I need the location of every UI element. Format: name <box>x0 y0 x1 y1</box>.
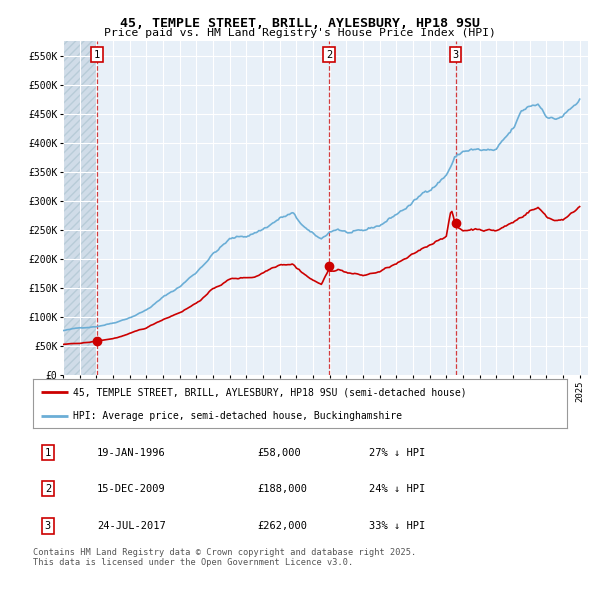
Text: £58,000: £58,000 <box>257 448 301 457</box>
Text: 3: 3 <box>452 50 459 60</box>
Text: 3: 3 <box>45 520 51 530</box>
Text: Contains HM Land Registry data © Crown copyright and database right 2025.
This d: Contains HM Land Registry data © Crown c… <box>33 548 416 567</box>
Text: 15-DEC-2009: 15-DEC-2009 <box>97 484 166 494</box>
Text: 45, TEMPLE STREET, BRILL, AYLESBURY, HP18 9SU: 45, TEMPLE STREET, BRILL, AYLESBURY, HP1… <box>120 17 480 30</box>
Text: 33% ↓ HPI: 33% ↓ HPI <box>370 520 425 530</box>
Text: 2: 2 <box>45 484 51 494</box>
Text: 45, TEMPLE STREET, BRILL, AYLESBURY, HP18 9SU (semi-detached house): 45, TEMPLE STREET, BRILL, AYLESBURY, HP1… <box>73 388 467 398</box>
Text: 24% ↓ HPI: 24% ↓ HPI <box>370 484 425 494</box>
Text: Price paid vs. HM Land Registry's House Price Index (HPI): Price paid vs. HM Land Registry's House … <box>104 28 496 38</box>
Bar <box>63 41 97 375</box>
Text: HPI: Average price, semi-detached house, Buckinghamshire: HPI: Average price, semi-detached house,… <box>73 411 402 421</box>
Text: 27% ↓ HPI: 27% ↓ HPI <box>370 448 425 457</box>
Text: £188,000: £188,000 <box>257 484 307 494</box>
Text: 1: 1 <box>94 50 100 60</box>
Text: 19-JAN-1996: 19-JAN-1996 <box>97 448 166 457</box>
Text: 24-JUL-2017: 24-JUL-2017 <box>97 520 166 530</box>
Text: 2: 2 <box>326 50 332 60</box>
Text: £262,000: £262,000 <box>257 520 307 530</box>
Text: 1: 1 <box>45 448 51 457</box>
